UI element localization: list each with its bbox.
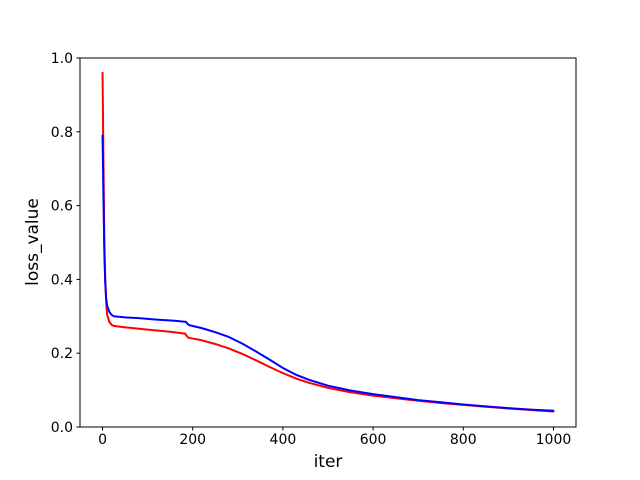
x-tick-label: 1000 xyxy=(536,432,572,448)
x-tick-label: 600 xyxy=(360,432,387,448)
y-axis-label: loss_value xyxy=(23,198,43,286)
series-lines xyxy=(101,71,555,413)
y-axis-ticks: 0.0 0.2 0.4 0.6 0.8 1.0 xyxy=(51,51,80,436)
x-axis-label: iter xyxy=(314,452,343,472)
y-tick-label: 0.0 xyxy=(51,420,73,436)
plot-frame xyxy=(79,57,577,428)
x-tick-label: 0 xyxy=(98,432,107,448)
blue-loss-curve xyxy=(101,134,555,412)
y-tick-label: 0.2 xyxy=(51,346,73,362)
x-axis-ticks: 0 200 400 600 800 1000 xyxy=(98,427,571,448)
red-loss-curve xyxy=(101,71,555,413)
y-tick-label: 0.4 xyxy=(51,272,73,288)
y-tick-label: 0.6 xyxy=(51,199,73,215)
x-tick-label: 800 xyxy=(450,432,477,448)
x-tick-label: 200 xyxy=(179,432,206,448)
y-tick-label: 1.0 xyxy=(51,51,73,67)
y-tick-label: 0.8 xyxy=(51,125,73,141)
x-tick-label: 400 xyxy=(270,432,297,448)
